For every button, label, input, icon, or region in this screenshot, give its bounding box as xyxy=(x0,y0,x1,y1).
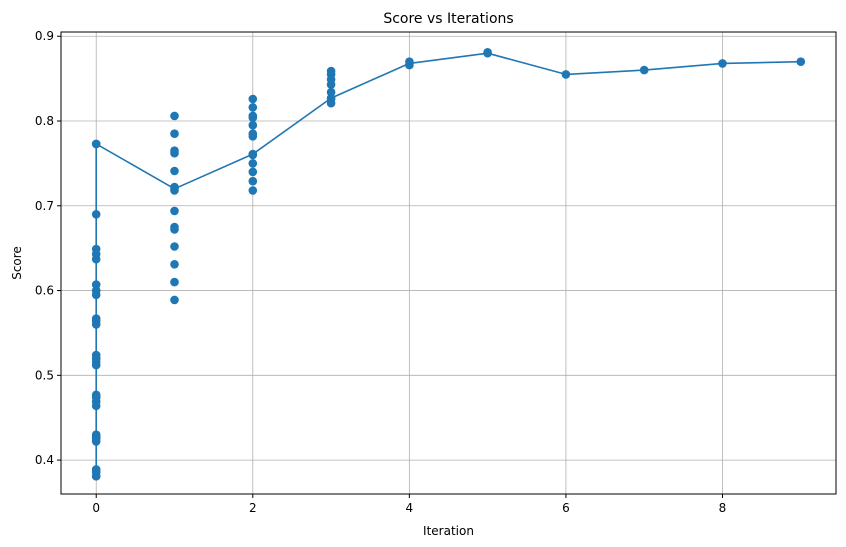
data-point xyxy=(718,59,727,68)
data-point xyxy=(91,280,101,289)
y-tick-label: 0.5 xyxy=(35,368,54,382)
data-point xyxy=(248,132,258,141)
x-tick-label: 8 xyxy=(719,501,727,515)
series-line xyxy=(95,52,801,478)
data-point xyxy=(483,48,492,57)
x-tick-label: 4 xyxy=(406,501,414,515)
data-point xyxy=(326,80,336,89)
series-score xyxy=(91,48,806,481)
plot-frame xyxy=(60,31,837,495)
data-point xyxy=(248,176,258,186)
data-point xyxy=(170,111,179,121)
data-point xyxy=(170,129,179,138)
data-point xyxy=(796,57,806,66)
data-point xyxy=(170,242,179,251)
data-point xyxy=(91,210,101,219)
data-point xyxy=(91,254,101,264)
chart-title: Score vs Iterations xyxy=(383,11,513,27)
data-point xyxy=(91,393,101,402)
data-point xyxy=(326,87,336,97)
data-point xyxy=(248,94,258,104)
axis-ticks: 0 2 4 6 8 0.4 0.5 0.6 0.7 0.8 0.9 xyxy=(35,29,726,515)
data-point xyxy=(91,320,101,329)
x-axis-label: Iteration xyxy=(423,524,474,538)
data-point xyxy=(248,167,258,177)
data-point xyxy=(170,260,179,269)
y-tick-label: 0.8 xyxy=(35,114,54,128)
grid-lines xyxy=(61,32,836,494)
y-tick-label: 0.7 xyxy=(35,199,54,213)
data-point xyxy=(248,159,258,168)
data-point xyxy=(91,467,101,477)
data-point xyxy=(248,120,258,130)
data-point xyxy=(91,354,101,363)
data-point xyxy=(561,70,571,79)
data-point xyxy=(248,103,258,112)
y-tick-label: 0.4 xyxy=(35,453,54,467)
data-point xyxy=(170,148,179,158)
y-tick-label: 0.6 xyxy=(35,284,54,298)
x-tick-label: 0 xyxy=(92,501,100,515)
data-point xyxy=(170,186,179,195)
data-point xyxy=(91,360,101,370)
data-point xyxy=(405,60,414,70)
data-point xyxy=(248,113,258,122)
data-point xyxy=(170,277,179,287)
data-point xyxy=(326,98,336,108)
y-axis-label: Score xyxy=(10,246,24,280)
data-point xyxy=(248,186,258,195)
data-point xyxy=(170,295,179,305)
data-point xyxy=(91,401,101,411)
data-point xyxy=(91,433,101,443)
y-tick-label: 0.9 xyxy=(35,29,54,43)
data-point xyxy=(248,150,258,160)
data-point xyxy=(639,65,649,75)
data-point xyxy=(170,206,179,216)
x-tick-label: 6 xyxy=(562,501,570,515)
data-point xyxy=(170,166,179,176)
data-point xyxy=(170,225,179,234)
x-tick-label: 2 xyxy=(249,501,257,515)
data-point xyxy=(91,139,101,149)
data-point xyxy=(91,290,101,300)
